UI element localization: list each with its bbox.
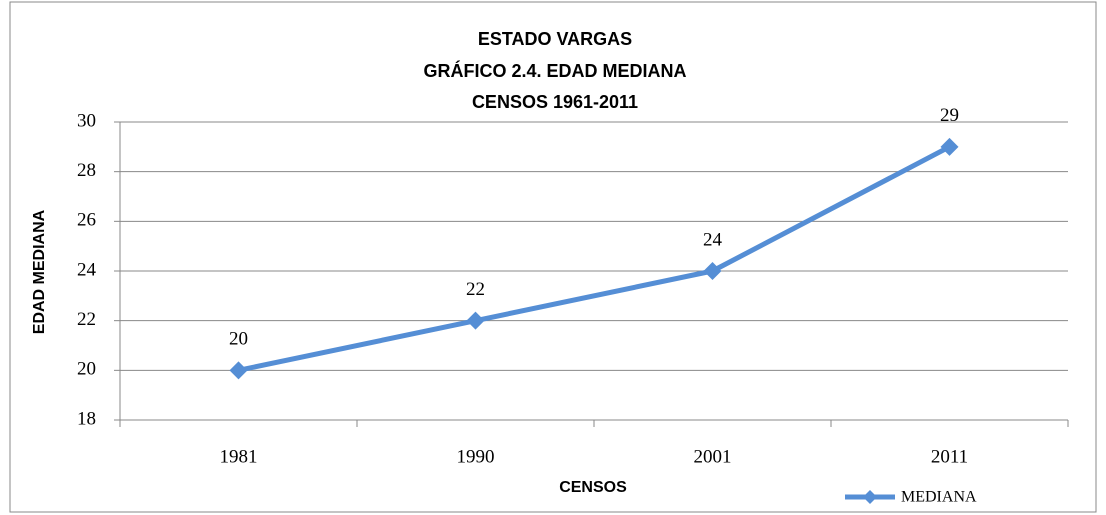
data-label: 20 — [229, 329, 248, 350]
y-tick-label: 22 — [77, 309, 96, 330]
y-tick-label: 30 — [77, 110, 96, 131]
legend-label: MEDIANA — [901, 489, 977, 506]
legend-marker — [863, 490, 877, 504]
data-label: 29 — [940, 105, 959, 126]
y-tick-label: 18 — [77, 408, 96, 429]
x-axis-label: CENSOS — [559, 479, 627, 496]
x-tick-label: 2001 — [694, 446, 732, 467]
y-axis-label: EDAD MEDIANA — [31, 209, 48, 334]
y-tick-label: 26 — [77, 210, 96, 231]
chart-title: GRÁFICO 2.4. EDAD MEDIANA — [423, 60, 686, 81]
x-tick-label: 1981 — [220, 446, 258, 467]
chart-title: CENSOS 1961-2011 — [472, 92, 638, 112]
marker — [229, 361, 248, 380]
data-label: 22 — [466, 279, 485, 300]
x-tick-label: 2011 — [931, 446, 968, 467]
data-label: 24 — [703, 229, 723, 250]
line — [237, 144, 951, 373]
marker — [940, 137, 959, 156]
y-tick-label: 24 — [77, 259, 97, 280]
y-tick-label: 20 — [77, 359, 96, 380]
marker — [466, 311, 485, 330]
chart-title: ESTADO VARGAS — [478, 29, 632, 49]
x-tick-label: 1990 — [457, 446, 495, 467]
marker — [703, 262, 722, 280]
chart-border — [9, 1, 1097, 513]
y-tick-label: 28 — [77, 160, 96, 181]
